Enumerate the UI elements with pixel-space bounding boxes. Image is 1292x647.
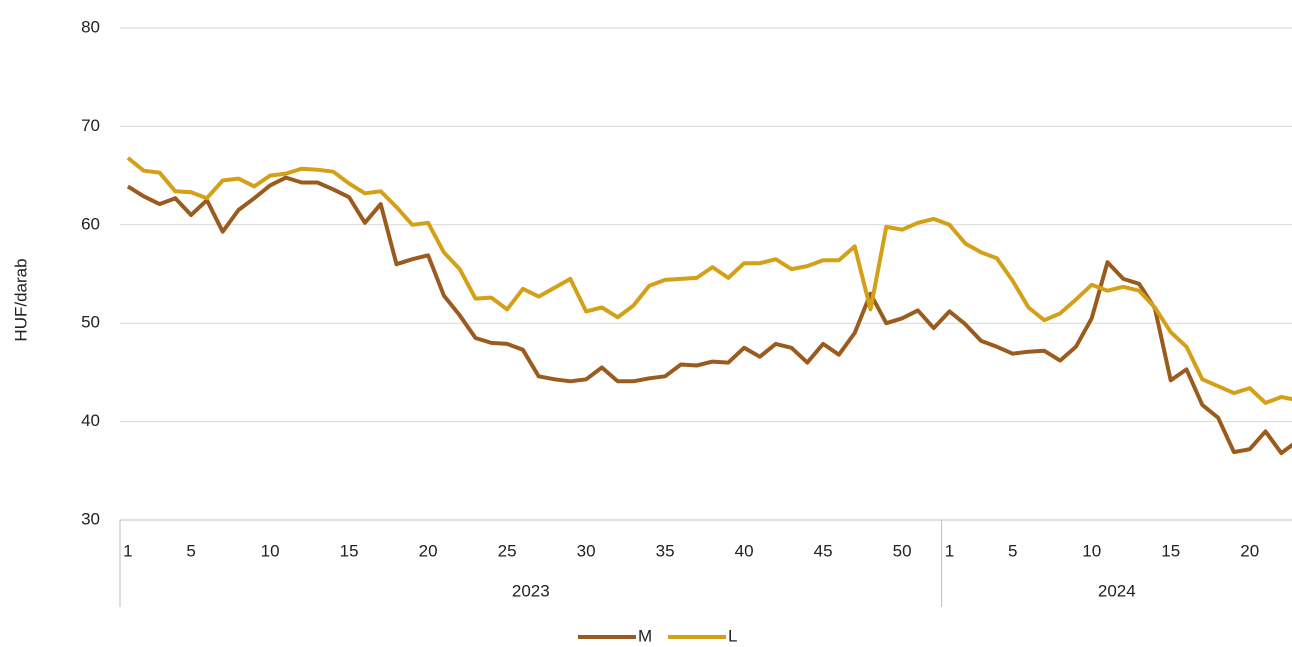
x-tick-label: 45: [814, 541, 833, 560]
x-tick-label: 10: [261, 541, 280, 560]
x-tick-label: 35: [656, 541, 675, 560]
x-tick-label: 1: [945, 541, 954, 560]
y-tick-label: 80: [81, 17, 100, 36]
x-tick-label: 15: [340, 541, 359, 560]
x-tick-label: 20: [1240, 541, 1259, 560]
x-tick-label: 1: [123, 541, 132, 560]
y-tick-label: 30: [81, 509, 100, 528]
x-tick-label: 5: [186, 541, 195, 560]
line-series: [126, 156, 1292, 405]
x-tick-label: 25: [498, 541, 517, 560]
y-tick-label: 70: [81, 116, 100, 135]
legend-label: M: [638, 626, 652, 645]
x-tick-label: 10: [1082, 541, 1101, 560]
legend-label: L: [728, 626, 737, 645]
x-group-label: 2024: [1098, 581, 1136, 600]
x-tick-label: 5: [1008, 541, 1017, 560]
line-series: [126, 175, 1292, 456]
y-tick-label: 60: [81, 214, 100, 233]
y-tick-label: 50: [81, 313, 100, 332]
x-group-label: 2023: [512, 581, 550, 600]
x-tick-label: 40: [735, 541, 754, 560]
x-tick-label: 15: [1161, 541, 1180, 560]
x-tick-label: 50: [893, 541, 912, 560]
x-tick-label: 30: [577, 541, 596, 560]
y-tick-label: 40: [81, 411, 100, 430]
y-axis-label: HUF/darab: [11, 258, 30, 341]
x-tick-label: 20: [419, 541, 438, 560]
plot-area: [126, 156, 1292, 456]
